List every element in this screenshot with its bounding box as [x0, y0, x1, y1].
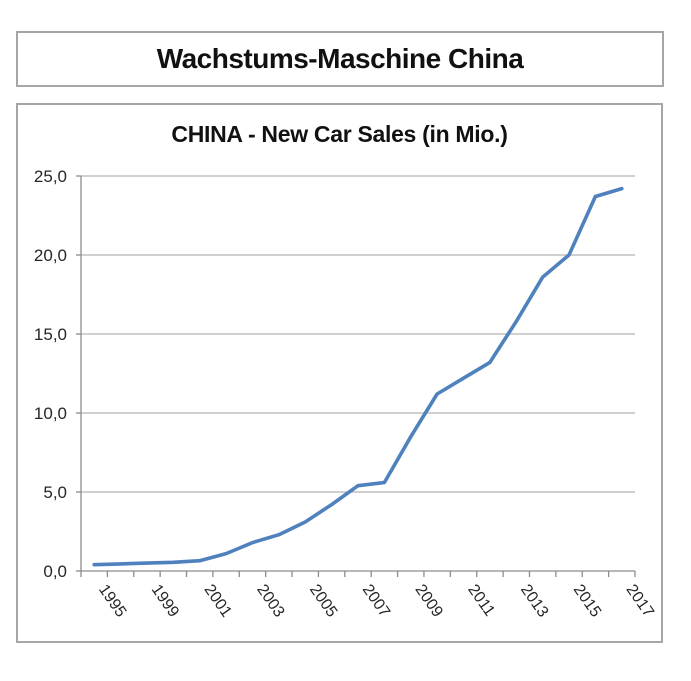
x-tick-label: 2011 — [464, 582, 498, 620]
data-line-series — [92, 186, 624, 567]
line-chart: 0,0 5,0 10,0 15,0 20,0 25,0 1995 1999 2001 2003 20… — [34, 167, 657, 621]
x-tick-label: 2009 — [411, 582, 445, 621]
chart-container: 0,0 5,0 10,0 15,0 20,0 25,0 1995 1999 2001 2003 20… — [16, 103, 663, 643]
x-tick-label: 2013 — [517, 582, 551, 621]
y-tick-label: 25,0 — [34, 167, 67, 186]
x-tick-label: 1999 — [148, 582, 182, 621]
main-title: Wachstums-Maschine China — [156, 43, 524, 74]
chart-title: CHINA - New Car Sales (in Mio.) — [171, 121, 508, 147]
x-tick-label: 2003 — [253, 582, 287, 621]
header-title-box: Wachstums-Maschine China — [16, 31, 664, 87]
y-tick-label: 5,0 — [43, 483, 67, 502]
x-tick-label: 2007 — [359, 582, 393, 621]
y-tick-label: 0,0 — [43, 562, 67, 581]
x-tick-label: 1995 — [95, 582, 129, 621]
x-tick-label: 2001 — [200, 582, 234, 621]
y-tick-label: 10,0 — [34, 404, 67, 423]
x-tick-label: 2005 — [306, 582, 340, 621]
y-tick-label: 20,0 — [34, 246, 67, 265]
x-tick-label: 2017 — [623, 582, 657, 621]
x-tick-label: 2015 — [570, 582, 604, 621]
y-tick-label: 15,0 — [34, 325, 67, 344]
